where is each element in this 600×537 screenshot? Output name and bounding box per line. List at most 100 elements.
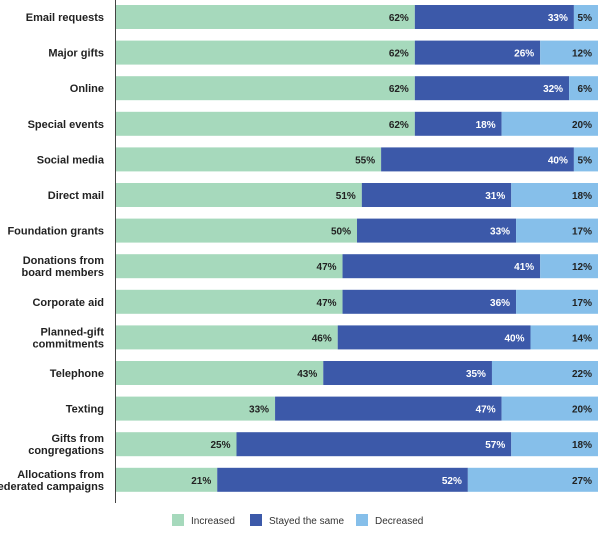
bar-segment (275, 396, 502, 421)
bar-segment (236, 432, 512, 457)
bar-segment (530, 325, 598, 350)
legend: Increased Stayed the same Decreased (172, 514, 423, 527)
data-label: 40% (505, 333, 525, 344)
data-label: 35% (466, 369, 486, 380)
category-label: Telephone (50, 368, 104, 380)
data-label: 51% (336, 191, 356, 202)
data-label: 33% (490, 227, 510, 238)
bar-segment (116, 183, 362, 207)
legend-swatch (172, 514, 184, 526)
bar-segment (516, 289, 598, 314)
data-label: 47% (476, 405, 496, 416)
data-label: 18% (572, 191, 592, 202)
category-label: Online (70, 83, 104, 95)
data-label: 18% (572, 440, 592, 451)
data-label: 40% (548, 155, 568, 166)
bar-segment (116, 111, 415, 136)
bar-segment (116, 76, 415, 101)
bar-segment (573, 147, 598, 172)
bar-segment (381, 147, 574, 172)
legend-label: Decreased (375, 516, 423, 527)
bar-segment (116, 218, 357, 243)
bar-segment (540, 40, 598, 65)
data-label: 32% (543, 84, 563, 95)
category-label: Email requests (26, 12, 104, 24)
data-label: 17% (572, 227, 592, 238)
bar-segment (501, 396, 598, 421)
data-label: 33% (548, 13, 568, 24)
bar-segment (573, 5, 598, 29)
bar-segment (116, 361, 324, 385)
data-label: 47% (317, 262, 337, 273)
category-label: Foundation grants (7, 226, 104, 238)
data-label: 12% (572, 262, 592, 273)
category-label: Gifts from congregations (28, 433, 104, 457)
legend-label: Increased (191, 516, 235, 527)
category-label: Donations from board members (21, 255, 104, 279)
data-label: 36% (490, 298, 510, 309)
data-label: 62% (389, 84, 409, 95)
bar-segment (116, 147, 382, 172)
category-label: Texting (66, 404, 104, 416)
bar-segment (511, 183, 598, 207)
bar-segment (116, 432, 237, 457)
bar-segment (342, 254, 541, 279)
data-label: 57% (485, 440, 505, 451)
bar-segment (414, 111, 502, 136)
bar-segment (116, 325, 338, 350)
legend-swatch (250, 514, 262, 526)
data-label: 20% (572, 120, 592, 131)
bar-segment (540, 254, 598, 279)
category-label: Allocations from federated campaigns (0, 469, 104, 493)
bar-segment (361, 183, 512, 207)
data-label: 62% (389, 13, 409, 24)
data-label: 62% (389, 120, 409, 131)
bar-segment (323, 361, 492, 385)
data-label: 41% (514, 262, 534, 273)
data-label: 20% (572, 405, 592, 416)
category-label: Direct mail (48, 190, 104, 202)
category-label: Social media (37, 154, 105, 166)
category-label: Major gifts (48, 48, 104, 60)
bar-segment (217, 467, 468, 492)
data-label: 22% (572, 369, 592, 380)
bar-segment (337, 325, 531, 350)
data-label: 55% (355, 155, 375, 166)
data-label: 47% (317, 298, 337, 309)
bar-segment (491, 361, 598, 385)
data-label: 27% (572, 476, 592, 487)
bar-segment (516, 218, 598, 243)
data-label: 25% (210, 440, 230, 451)
data-label: 6% (578, 84, 593, 95)
category-labels: Email requests Major gifts Online Special e… (0, 12, 105, 493)
bar-segment (116, 467, 218, 492)
bar-segment (116, 5, 415, 29)
bar-segment (357, 218, 517, 243)
bar-segment (116, 289, 343, 314)
bar-segment (414, 40, 541, 65)
data-label: 46% (312, 333, 332, 344)
category-label: Corporate aid (32, 297, 104, 309)
bar-segment (467, 467, 598, 492)
bar-segment (511, 432, 598, 457)
data-label: 21% (191, 476, 211, 487)
legend-swatch (356, 514, 368, 526)
data-label: 14% (572, 333, 592, 344)
legend-label: Stayed the same (269, 516, 344, 527)
data-label: 31% (485, 191, 505, 202)
category-label: Special events (28, 119, 104, 131)
data-label: 52% (442, 476, 462, 487)
bar-segment (414, 5, 574, 29)
data-label: 50% (331, 227, 351, 238)
bars-group: 62% 33% 5% 62% 26% 12% 62% 32% 6% 62% 18% 20% 55% 40%… (116, 5, 598, 492)
data-label: 18% (476, 120, 496, 131)
bar-segment (116, 40, 415, 65)
bar-segment (116, 396, 276, 421)
bar-segment (501, 111, 598, 136)
data-label: 26% (514, 49, 534, 60)
bar-segment (116, 254, 343, 279)
data-label: 43% (297, 369, 317, 380)
data-label: 5% (578, 13, 593, 24)
data-label: 12% (572, 49, 592, 60)
